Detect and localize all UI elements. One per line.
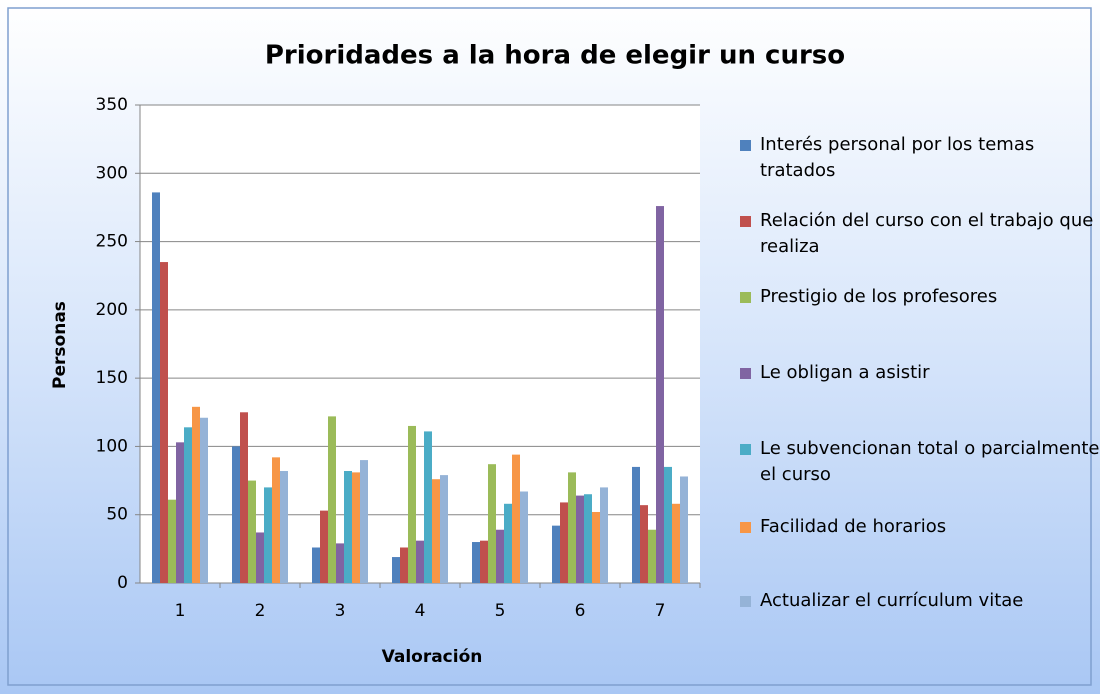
y-tick-label: 150 [96,368,128,388]
bar [360,460,368,583]
y-tick-label: 200 [96,300,128,320]
bar [344,471,352,583]
legend-label: Le obligan a asistir [760,362,930,383]
legend-swatch [740,216,751,227]
bar [656,206,664,583]
legend-swatch [740,140,751,151]
bar [280,471,288,583]
legend-entry: Actualizar el currículum vitae [740,588,1100,614]
x-tick-label: 3 [335,601,346,621]
bar [400,547,408,583]
legend-label: Le subvencionan total o parcialmente el … [760,438,1100,485]
bar [152,192,160,584]
y-axis-label: Personas [50,301,70,389]
bar [240,412,248,583]
x-tick-label: 5 [495,601,506,621]
legend-label: Facilidad de horarios [760,516,947,537]
y-tick-label: 300 [96,163,128,183]
x-tick-label: 1 [175,601,186,621]
y-tick-label: 50 [106,505,128,525]
bar [488,464,496,583]
bar [520,491,528,583]
bar [168,499,176,583]
bar [184,427,192,583]
bar [472,542,480,583]
bar [408,425,416,583]
bar [576,495,584,583]
bar [584,494,592,583]
legend-label: Interés personal por los temas tratados [760,134,1035,181]
bar [680,476,688,583]
legend-entry: Prestigio de los profesores [740,284,1100,310]
legend-swatch [740,522,751,533]
bar [352,472,360,583]
bar [336,543,344,583]
bar [512,454,520,583]
bar [480,540,488,583]
x-axis-label: Valoración [382,647,483,667]
bar [568,472,576,583]
chart-title: Prioridades a la hora de elegir un curso [265,41,845,71]
bar [312,547,320,583]
bar [248,480,256,583]
y-tick-label: 100 [96,436,128,456]
bar [560,502,568,583]
bar [256,532,264,583]
legend-label: Actualizar el currículum vitae [760,590,1024,611]
bar [664,466,672,583]
bar [592,511,600,583]
legend-swatch [740,292,751,303]
y-tick-label: 250 [96,232,128,252]
legend-entry: Le subvencionan total o parcialmente el … [740,436,1100,488]
y-tick-label: 350 [96,95,128,115]
bar [264,487,272,583]
bar [600,487,608,583]
legend-swatch [740,596,751,607]
legend-swatch [740,368,751,379]
bar [232,446,240,583]
bar [648,529,656,583]
bar [632,466,640,583]
bar [416,540,424,583]
bar [552,525,560,583]
y-tick-label: 0 [117,573,128,593]
bar [192,406,200,583]
bar [328,416,336,583]
bar [504,503,512,583]
bar [320,510,328,583]
legend-label: Relación del curso con el trabajo que re… [760,210,1094,257]
bar [424,431,432,583]
bar [200,417,208,583]
x-tick-label: 6 [575,601,586,621]
bar [176,442,184,583]
bar [272,457,280,583]
legend-entry: Relación del curso con el trabajo que re… [740,208,1100,260]
legend-entry: Facilidad de horarios [740,514,1100,540]
x-tick-label: 7 [655,601,666,621]
legend-entry: Interés personal por los temas tratados [740,132,1100,184]
bar [432,479,440,583]
legend-entry: Le obligan a asistir [740,360,1100,386]
bar [160,262,168,583]
legend-swatch [740,444,751,455]
x-tick-label: 4 [415,601,426,621]
bar [496,529,504,583]
chart-border [7,7,1092,686]
bar [392,557,400,583]
x-tick-label: 2 [255,601,266,621]
plot-area [140,105,700,583]
bar [672,503,680,583]
bar [440,475,448,583]
bar [640,505,648,583]
legend-label: Prestigio de los profesores [760,286,998,307]
